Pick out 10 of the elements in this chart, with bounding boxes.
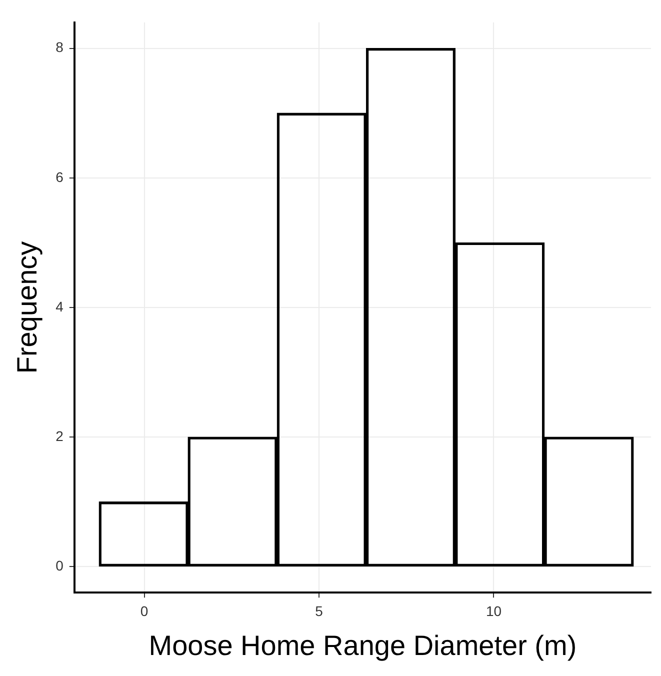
y-axis-title: Frequency (12, 241, 43, 374)
y-tick-label: 2 (56, 428, 64, 444)
x-tick-label: 0 (140, 602, 148, 619)
x-axis-title: Moose Home Range Diameter (m) (148, 630, 577, 661)
x-tick-label: 5 (315, 602, 324, 619)
x-tick-label: 10 (486, 602, 502, 619)
y-tick-label: 6 (56, 168, 64, 185)
y-tick-label: 4 (56, 298, 64, 314)
y-tick-label: 8 (56, 39, 64, 56)
y-tick-label: 0 (56, 558, 64, 574)
